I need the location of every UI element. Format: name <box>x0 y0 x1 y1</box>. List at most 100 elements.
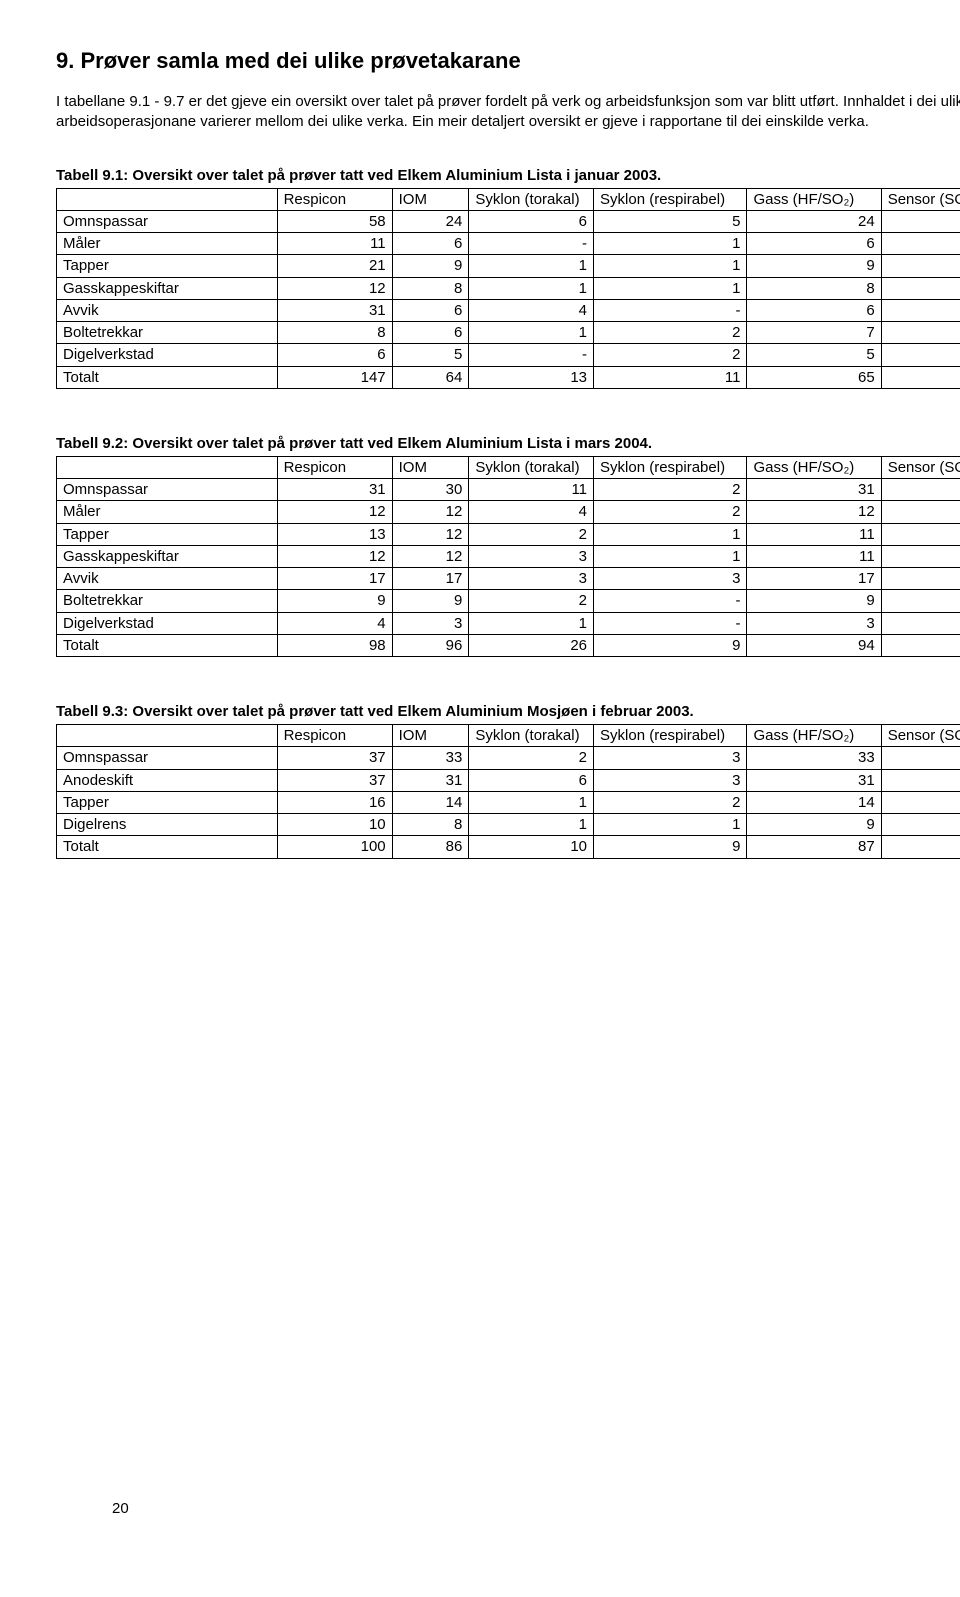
cell-value: 6 <box>392 322 469 344</box>
col-blank <box>57 725 278 747</box>
col-respicon: Respicon <box>277 456 392 478</box>
table-header-row: Respicon IOM Syklon (torakal) Syklon (re… <box>57 456 960 478</box>
table-row: Gasskappeskiftar1281186 <box>57 277 960 299</box>
cell-value: 6 <box>392 233 469 255</box>
cell-value: 24 <box>392 210 469 232</box>
table-row: Totalt98962699452 <box>57 634 960 656</box>
col-syklon-torakal: Syklon (torakal) <box>469 188 594 210</box>
col-gass: Gass (HF/SO₂) <box>747 456 881 478</box>
row-label: Digelrens <box>57 814 278 836</box>
row-label: Omnspassar <box>57 747 278 769</box>
cell-value: 37 <box>277 769 392 791</box>
cell-value: 1 <box>594 545 747 567</box>
table-row: Tapper21911913 <box>57 255 960 277</box>
table2-body: Omnspassar31301123116Måler121242125Tappe… <box>57 479 960 657</box>
cell-value: 24 <box>747 210 881 232</box>
col-blank <box>57 456 278 478</box>
row-label: Måler <box>57 501 278 523</box>
cell-value: 31 <box>747 479 881 501</box>
row-label: Digelverkstad <box>57 612 278 634</box>
row-label: Måler <box>57 233 278 255</box>
table-row: Totalt100861098760 <box>57 836 960 858</box>
cell-value: 14 <box>747 791 881 813</box>
cell-value: 8 <box>392 814 469 836</box>
table-row: Omnspassar31301123116 <box>57 479 960 501</box>
cell-value: 86 <box>392 836 469 858</box>
cell-value: 64 <box>392 366 469 388</box>
cell-value: 5 <box>594 210 747 232</box>
table1-caption: Tabell 9.1: Oversikt over talet på prøve… <box>56 167 960 184</box>
table-row: Omnspassar5824652431 <box>57 210 960 232</box>
cell-value: - <box>594 299 747 321</box>
cell-value: 1 <box>594 523 747 545</box>
cell-value: 1 <box>469 612 594 634</box>
table-row: Avvik171733178 <box>57 568 960 590</box>
cell-value: 31 <box>392 769 469 791</box>
cell-value: 4 <box>881 590 960 612</box>
row-label: Gasskappeskiftar <box>57 545 278 567</box>
row-label: Totalt <box>57 366 278 388</box>
cell-value: 3 <box>594 769 747 791</box>
cell-value: 31 <box>881 210 960 232</box>
table2: Respicon IOM Syklon (torakal) Syklon (re… <box>56 456 960 657</box>
col-syklon-respirabel: Syklon (respirabel) <box>594 725 747 747</box>
cell-value: 3 <box>881 322 960 344</box>
cell-value: 1 <box>469 277 594 299</box>
cell-value: 4 <box>469 299 594 321</box>
cell-value: 6 <box>747 233 881 255</box>
col-syklon-respirabel: Syklon (respirabel) <box>594 456 747 478</box>
cell-value: 8 <box>747 277 881 299</box>
cell-value: 11 <box>594 366 747 388</box>
cell-value: 9 <box>392 255 469 277</box>
cell-value: 13 <box>277 523 392 545</box>
cell-value: 17 <box>392 568 469 590</box>
table3-caption: Tabell 9.3: Oversikt over talet på prøve… <box>56 703 960 720</box>
row-label: Anodeskift <box>57 769 278 791</box>
cell-value: 1 <box>469 791 594 813</box>
cell-value: 147 <box>277 366 392 388</box>
cell-value: - <box>469 344 594 366</box>
cell-value: 2 <box>594 322 747 344</box>
cell-value: 8 <box>277 322 392 344</box>
cell-value: 26 <box>469 634 594 656</box>
table-header-row: Respicon IOM Syklon (torakal) Syklon (re… <box>57 188 960 210</box>
cell-value: 13 <box>881 255 960 277</box>
cell-value: 9 <box>277 590 392 612</box>
cell-value: 96 <box>392 634 469 656</box>
col-sensor: Sensor (SO₂) <box>881 456 960 478</box>
cell-value: 9 <box>747 814 881 836</box>
cell-value: 3 <box>469 568 594 590</box>
cell-value: 16 <box>881 299 960 321</box>
cell-value: 12 <box>881 791 960 813</box>
table-row: Avvik3164-616 <box>57 299 960 321</box>
cell-value: 2 <box>594 344 747 366</box>
cell-value: 2 <box>469 747 594 769</box>
table-row: Digelrens1081195 <box>57 814 960 836</box>
cell-value: 37 <box>277 747 392 769</box>
row-label: Totalt <box>57 634 278 656</box>
cell-value: 31 <box>747 769 881 791</box>
table-row: Boltetrekkar992-94 <box>57 590 960 612</box>
row-label: Gasskappeskiftar <box>57 277 278 299</box>
row-label: Tapper <box>57 791 278 813</box>
cell-value: 17 <box>277 568 392 590</box>
cell-value: 6 <box>277 344 392 366</box>
cell-value: 13 <box>469 366 594 388</box>
table-row: Måler121242125 <box>57 501 960 523</box>
cell-value: 31 <box>277 479 392 501</box>
cell-value: 1 <box>594 255 747 277</box>
table-header-row: Respicon IOM Syklon (torakal) Syklon (re… <box>57 725 960 747</box>
cell-value: 98 <box>277 634 392 656</box>
cell-value: 3 <box>392 612 469 634</box>
row-label: Totalt <box>57 836 278 858</box>
cell-value: 65 <box>747 366 881 388</box>
cell-value: 9 <box>747 590 881 612</box>
col-gass: Gass (HF/SO₂) <box>747 188 881 210</box>
table-row: Tapper1614121412 <box>57 791 960 813</box>
row-label: Avvik <box>57 299 278 321</box>
cell-value: 5 <box>881 501 960 523</box>
cell-value: 1 <box>594 233 747 255</box>
cell-value: 7 <box>747 322 881 344</box>
cell-value: 33 <box>392 747 469 769</box>
cell-value: 94 <box>747 634 881 656</box>
